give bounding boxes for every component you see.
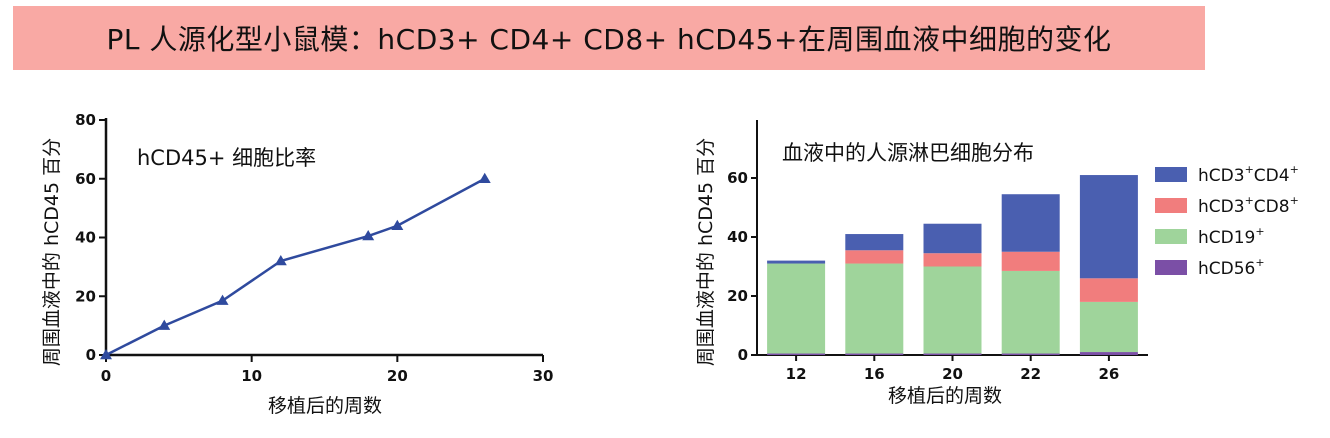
bar-segment-hcd3-cd4- (1001, 194, 1060, 252)
bar-chart-legend: hCD3+CD4+ hCD3+CD8+ hCD19+ hCD56+ (1155, 163, 1299, 279)
bar-chart-xtick-label: 12 (786, 365, 807, 383)
bar-chart-ytick-label: 40 (727, 228, 748, 246)
bar-segment-hcd3-cd8- (923, 253, 982, 267)
bar-segment-hcd19 (923, 266, 982, 354)
bar-chart-ylabel: 周围血液中的 hCD45 百分 (695, 138, 717, 366)
legend-swatch (1155, 229, 1187, 244)
bar-segment-hcd3-cd4- (923, 223, 982, 254)
bar-segment-hcd19 (767, 263, 826, 354)
line-chart-point (100, 349, 112, 360)
line-chart-ytick-label: 0 (86, 346, 96, 364)
legend-swatch (1155, 167, 1187, 182)
line-chart-point (478, 172, 491, 183)
bar-segment-hcd19 (845, 263, 904, 354)
bar-segment-hcd3-cd4- (767, 260, 826, 264)
line-chart-ytick-label: 60 (75, 170, 96, 188)
line-chart-marks (100, 172, 491, 360)
bar-segment-hcd56 (1079, 352, 1138, 355)
bar-segment-hcd3-cd8- (1001, 251, 1060, 271)
line-chart-xtick-label: 0 (101, 367, 111, 385)
legend-swatch (1155, 260, 1187, 275)
bar-chart-ytick-label: 0 (738, 346, 748, 364)
legend-label: hCD3+CD8+ (1198, 194, 1299, 217)
bar-chart-xtick-label: 26 (1098, 365, 1119, 383)
line-chart-point (274, 255, 287, 266)
line-chart-point (391, 219, 404, 230)
bar-chart-xtick-label: 16 (864, 365, 885, 383)
line-chart-xtick-label: 30 (533, 367, 554, 385)
bar-chart-ytick-label: 20 (727, 287, 748, 305)
line-chart-ytick-label: 20 (75, 287, 96, 305)
bar-segment-hcd56 (845, 353, 904, 355)
line-chart-ytick-label: 80 (75, 111, 96, 129)
line-chart-ytick-label: 40 (75, 229, 96, 247)
bar-segment-hcd56 (767, 353, 826, 355)
bar-segment-hcd3-cd4- (1079, 175, 1138, 279)
line-chart-point (158, 319, 171, 330)
legend-swatch (1155, 198, 1187, 213)
line-chart-xtick-label: 20 (387, 367, 408, 385)
line-chart-title: hCD45+ 细胞比率 (137, 146, 316, 170)
bar-segment-hcd56 (1001, 353, 1060, 355)
bar-chart-xtick-label: 20 (942, 365, 963, 383)
page-title: PL 人源化型小鼠模：hCD3+ CD4+ CD8+ hCD45+在周围血液中细… (106, 23, 1112, 56)
bar-segment-hcd19 (1079, 301, 1138, 353)
bar-chart-xlabel: 移植后的周数 (888, 385, 1002, 407)
stacked-bar-chart: 周围血液中的 hCD45 百分 移植后的周数 血液中的人源淋巴细胞分布 0 20 4… (695, 120, 1299, 407)
legend-label: hCD56+ (1198, 256, 1265, 279)
line-chart-xlabel: 移植后的周数 (268, 395, 382, 417)
bar-segment-hcd56 (923, 353, 982, 355)
legend-label: hCD3+CD4+ (1198, 163, 1299, 186)
line-chart: 周围血液中的 hCD45 百分 移植后的周数 hCD45+ 细胞比率 0 20 40… (41, 111, 553, 417)
line-chart-ylabel: 周围血液中的 hCD45 百分 (41, 138, 63, 366)
title-banner: PL 人源化型小鼠模：hCD3+ CD4+ CD8+ hCD45+在周围血液中细… (13, 6, 1205, 70)
bar-chart-xtick-label: 22 (1020, 365, 1041, 383)
bar-segment-hcd3-cd8- (845, 250, 904, 264)
bar-segment-hcd3-cd8- (1079, 278, 1138, 302)
line-chart-axes: 0 20 40 60 80 0 10 20 30 (75, 111, 553, 385)
legend-label: hCD19+ (1198, 225, 1265, 248)
bar-chart-ytick-label: 60 (727, 169, 748, 187)
bar-segment-hcd19 (1001, 270, 1060, 354)
line-chart-point (216, 294, 229, 305)
bar-chart-marks (767, 175, 1138, 355)
line-chart-point (362, 230, 375, 241)
line-chart-xtick-label: 10 (241, 367, 262, 385)
bar-chart-title: 血液中的人源淋巴细胞分布 (782, 141, 1034, 165)
bar-segment-hcd3-cd4- (845, 234, 904, 251)
